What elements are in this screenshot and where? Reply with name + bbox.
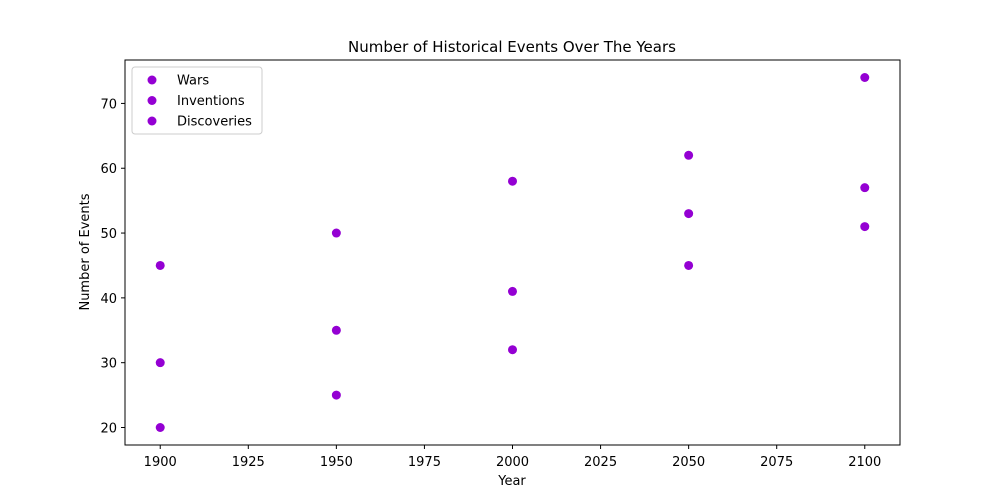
- y-tick-label: 50: [100, 227, 117, 242]
- data-point-wars: [155, 423, 165, 432]
- chart-title: Number of Historical Events Over The Yea…: [348, 38, 676, 56]
- x-tick-label: 2050: [672, 455, 705, 470]
- legend-marker: [147, 116, 157, 126]
- data-point-inventions: [684, 209, 694, 219]
- x-tick-label: 2025: [584, 455, 617, 470]
- data-point-inventions: [508, 286, 517, 296]
- legend-label: Discoveries: [177, 115, 252, 130]
- data-point-wars: [508, 345, 517, 355]
- data-point-discoveries: [860, 73, 870, 82]
- legend-label: Inventions: [177, 94, 245, 109]
- legend: Wars Inventions Discoveries: [131, 66, 263, 135]
- data-point-wars: [860, 222, 870, 232]
- data-point-inventions: [860, 183, 870, 193]
- data-point-discoveries: [684, 150, 694, 160]
- x-tick-label: 1900: [144, 455, 177, 470]
- y-tick-label: 60: [100, 162, 117, 177]
- y-axis: 20 30 40 50 60 70: [100, 97, 125, 437]
- y-tick-label: 30: [100, 357, 117, 372]
- x-tick-label: 1975: [408, 455, 441, 470]
- data-points: [155, 73, 870, 432]
- x-axis: 1900 1925 1950 1975 2000 2025 2050 2075 2100: [144, 445, 881, 470]
- x-tick-label: 2000: [496, 455, 529, 470]
- data-point-wars: [331, 390, 341, 400]
- data-point-discoveries: [155, 260, 165, 270]
- data-point-inventions: [331, 325, 341, 335]
- y-tick-label: 40: [100, 292, 117, 307]
- x-tick-label: 1925: [232, 455, 265, 470]
- x-axis-label: Year: [497, 474, 526, 489]
- x-tick-label: 2100: [848, 455, 881, 470]
- legend-label: Wars: [177, 74, 209, 89]
- data-point-inventions: [155, 358, 165, 368]
- legend-marker: [147, 96, 157, 105]
- legend-box: [131, 66, 263, 135]
- x-tick-label: 2075: [760, 455, 793, 470]
- y-tick-label: 20: [100, 422, 117, 437]
- legend-marker: [147, 75, 157, 85]
- data-point-wars: [684, 260, 694, 270]
- data-point-discoveries: [331, 228, 341, 238]
- y-axis-label: Number of Events: [78, 193, 93, 310]
- y-tick-label: 70: [100, 97, 117, 112]
- data-point-discoveries: [508, 176, 517, 186]
- x-tick-label: 1950: [320, 455, 353, 470]
